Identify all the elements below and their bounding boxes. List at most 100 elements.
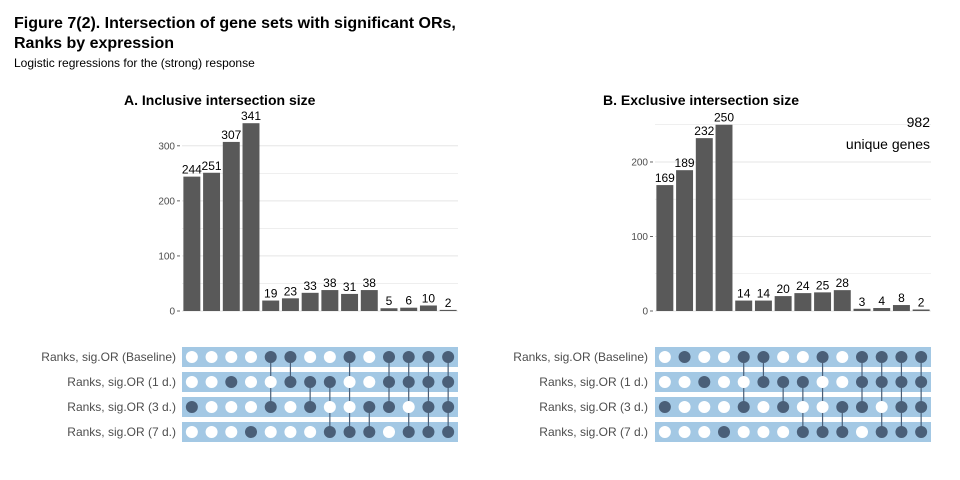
matrix-dot-empty (225, 351, 238, 363)
y-tick-label: 100 (631, 232, 648, 243)
matrix-band-3 (655, 397, 931, 417)
matrix-dot-empty (185, 351, 198, 363)
matrix-dot-filled (737, 401, 750, 413)
bar-8 (321, 290, 339, 311)
matrix-dot-empty (737, 376, 750, 388)
matrix-dot-empty (205, 376, 218, 388)
bar-7 (774, 296, 792, 311)
matrix-dot-empty (678, 376, 691, 388)
bar-7 (301, 292, 319, 311)
matrix-dot-filled (402, 376, 415, 388)
matrix-dot-filled (442, 401, 455, 413)
matrix-dot-empty (816, 376, 829, 388)
bar-9 (341, 293, 359, 311)
bar-1 (656, 185, 674, 311)
bar-1 (183, 176, 201, 311)
matrix-dot-filled (323, 376, 336, 388)
bar-label-14: 2 (918, 296, 925, 310)
matrix-dot-filled (343, 426, 356, 438)
matrix-dot-filled (816, 351, 829, 363)
matrix-dot-empty (777, 351, 790, 363)
set-label-2: Ranks, sig.OR (1 d.) (539, 375, 648, 389)
matrix-dot-empty (245, 376, 257, 388)
bar-10 (833, 290, 851, 311)
bar-label-3: 232 (694, 124, 714, 138)
matrix-dot-filled (383, 376, 395, 388)
matrix-dot-filled (422, 401, 435, 413)
matrix-dot-filled (264, 351, 277, 363)
bar-label-4: 341 (241, 109, 261, 123)
y-tick-label: 100 (158, 251, 175, 262)
matrix-dot-empty (658, 426, 671, 438)
matrix-dot-filled (343, 351, 356, 363)
chart-title-1: A. Inclusive intersection size (124, 92, 316, 108)
matrix-dot-empty (678, 426, 691, 438)
bar-label-5: 14 (737, 287, 751, 301)
matrix-dot-filled (363, 401, 376, 413)
matrix-dot-filled (895, 426, 908, 438)
bar-14 (912, 309, 930, 311)
matrix-dot-filled (895, 401, 908, 413)
bar-label-6: 14 (757, 287, 771, 301)
matrix-dot-empty (185, 426, 198, 438)
set-label-4: Ranks, sig.OR (7 d.) (67, 425, 176, 439)
matrix-dot-filled (875, 426, 888, 438)
bar-11 (853, 308, 871, 311)
matrix-dot-empty (205, 401, 218, 413)
matrix-dot-filled (442, 351, 455, 363)
bar-9 (814, 292, 832, 311)
bar-12 (873, 308, 891, 311)
matrix-dot-filled (264, 401, 277, 413)
bar-label-13: 10 (422, 291, 436, 305)
matrix-dot-empty (875, 401, 888, 413)
bar-4 (715, 124, 733, 311)
matrix-dot-empty (402, 401, 415, 413)
figure-title: Figure 7(2). Intersection of gene sets w… (14, 14, 534, 54)
matrix-dot-filled (836, 426, 849, 438)
bar-6 (754, 300, 772, 311)
matrix-dot-filled (422, 376, 435, 388)
matrix-dot-filled (816, 426, 829, 438)
matrix-band-1 (182, 347, 458, 367)
y-tick-label: 0 (169, 307, 175, 318)
matrix-dot-filled (875, 376, 888, 388)
bar-2 (676, 170, 694, 311)
matrix-band-4 (182, 422, 458, 442)
bar-13 (419, 305, 437, 311)
matrix-dot-filled (777, 376, 790, 388)
matrix-dot-filled (304, 376, 317, 388)
matrix-dot-empty (284, 401, 297, 413)
matrix-dot-empty (245, 401, 257, 413)
matrix-dot-filled (678, 351, 691, 363)
matrix-dot-empty (757, 401, 770, 413)
annotation-count: 982 (907, 114, 931, 130)
matrix-dot-filled (225, 376, 238, 388)
figure-subtitle: Logistic regressions for the (strong) re… (14, 56, 255, 70)
bar-3 (695, 138, 713, 311)
bar-label-9: 25 (816, 278, 830, 292)
matrix-dot-empty (737, 426, 750, 438)
bar-label-7: 33 (303, 279, 317, 293)
matrix-dot-filled (757, 351, 770, 363)
matrix-dot-empty (718, 401, 730, 413)
matrix-dot-empty (205, 351, 218, 363)
bar-label-3: 307 (221, 128, 241, 142)
matrix-dot-empty (836, 351, 849, 363)
matrix-dot-filled (915, 426, 928, 438)
set-label-2: Ranks, sig.OR (1 d.) (67, 375, 176, 389)
bar-label-7: 20 (776, 282, 790, 296)
matrix-dot-empty (343, 376, 356, 388)
bar-label-10: 38 (363, 276, 377, 290)
bar-8 (794, 293, 812, 311)
matrix-dot-empty (856, 426, 868, 438)
matrix-dot-filled (757, 376, 770, 388)
matrix-dot-filled (856, 351, 868, 363)
bar-14 (439, 309, 457, 311)
set-label-1: Ranks, sig.OR (Baseline) (41, 350, 176, 364)
y-tick-label: 200 (158, 196, 175, 207)
matrix-dot-filled (737, 351, 750, 363)
matrix-dot-filled (915, 351, 928, 363)
matrix-dot-filled (442, 376, 455, 388)
matrix-dot-empty (323, 401, 336, 413)
